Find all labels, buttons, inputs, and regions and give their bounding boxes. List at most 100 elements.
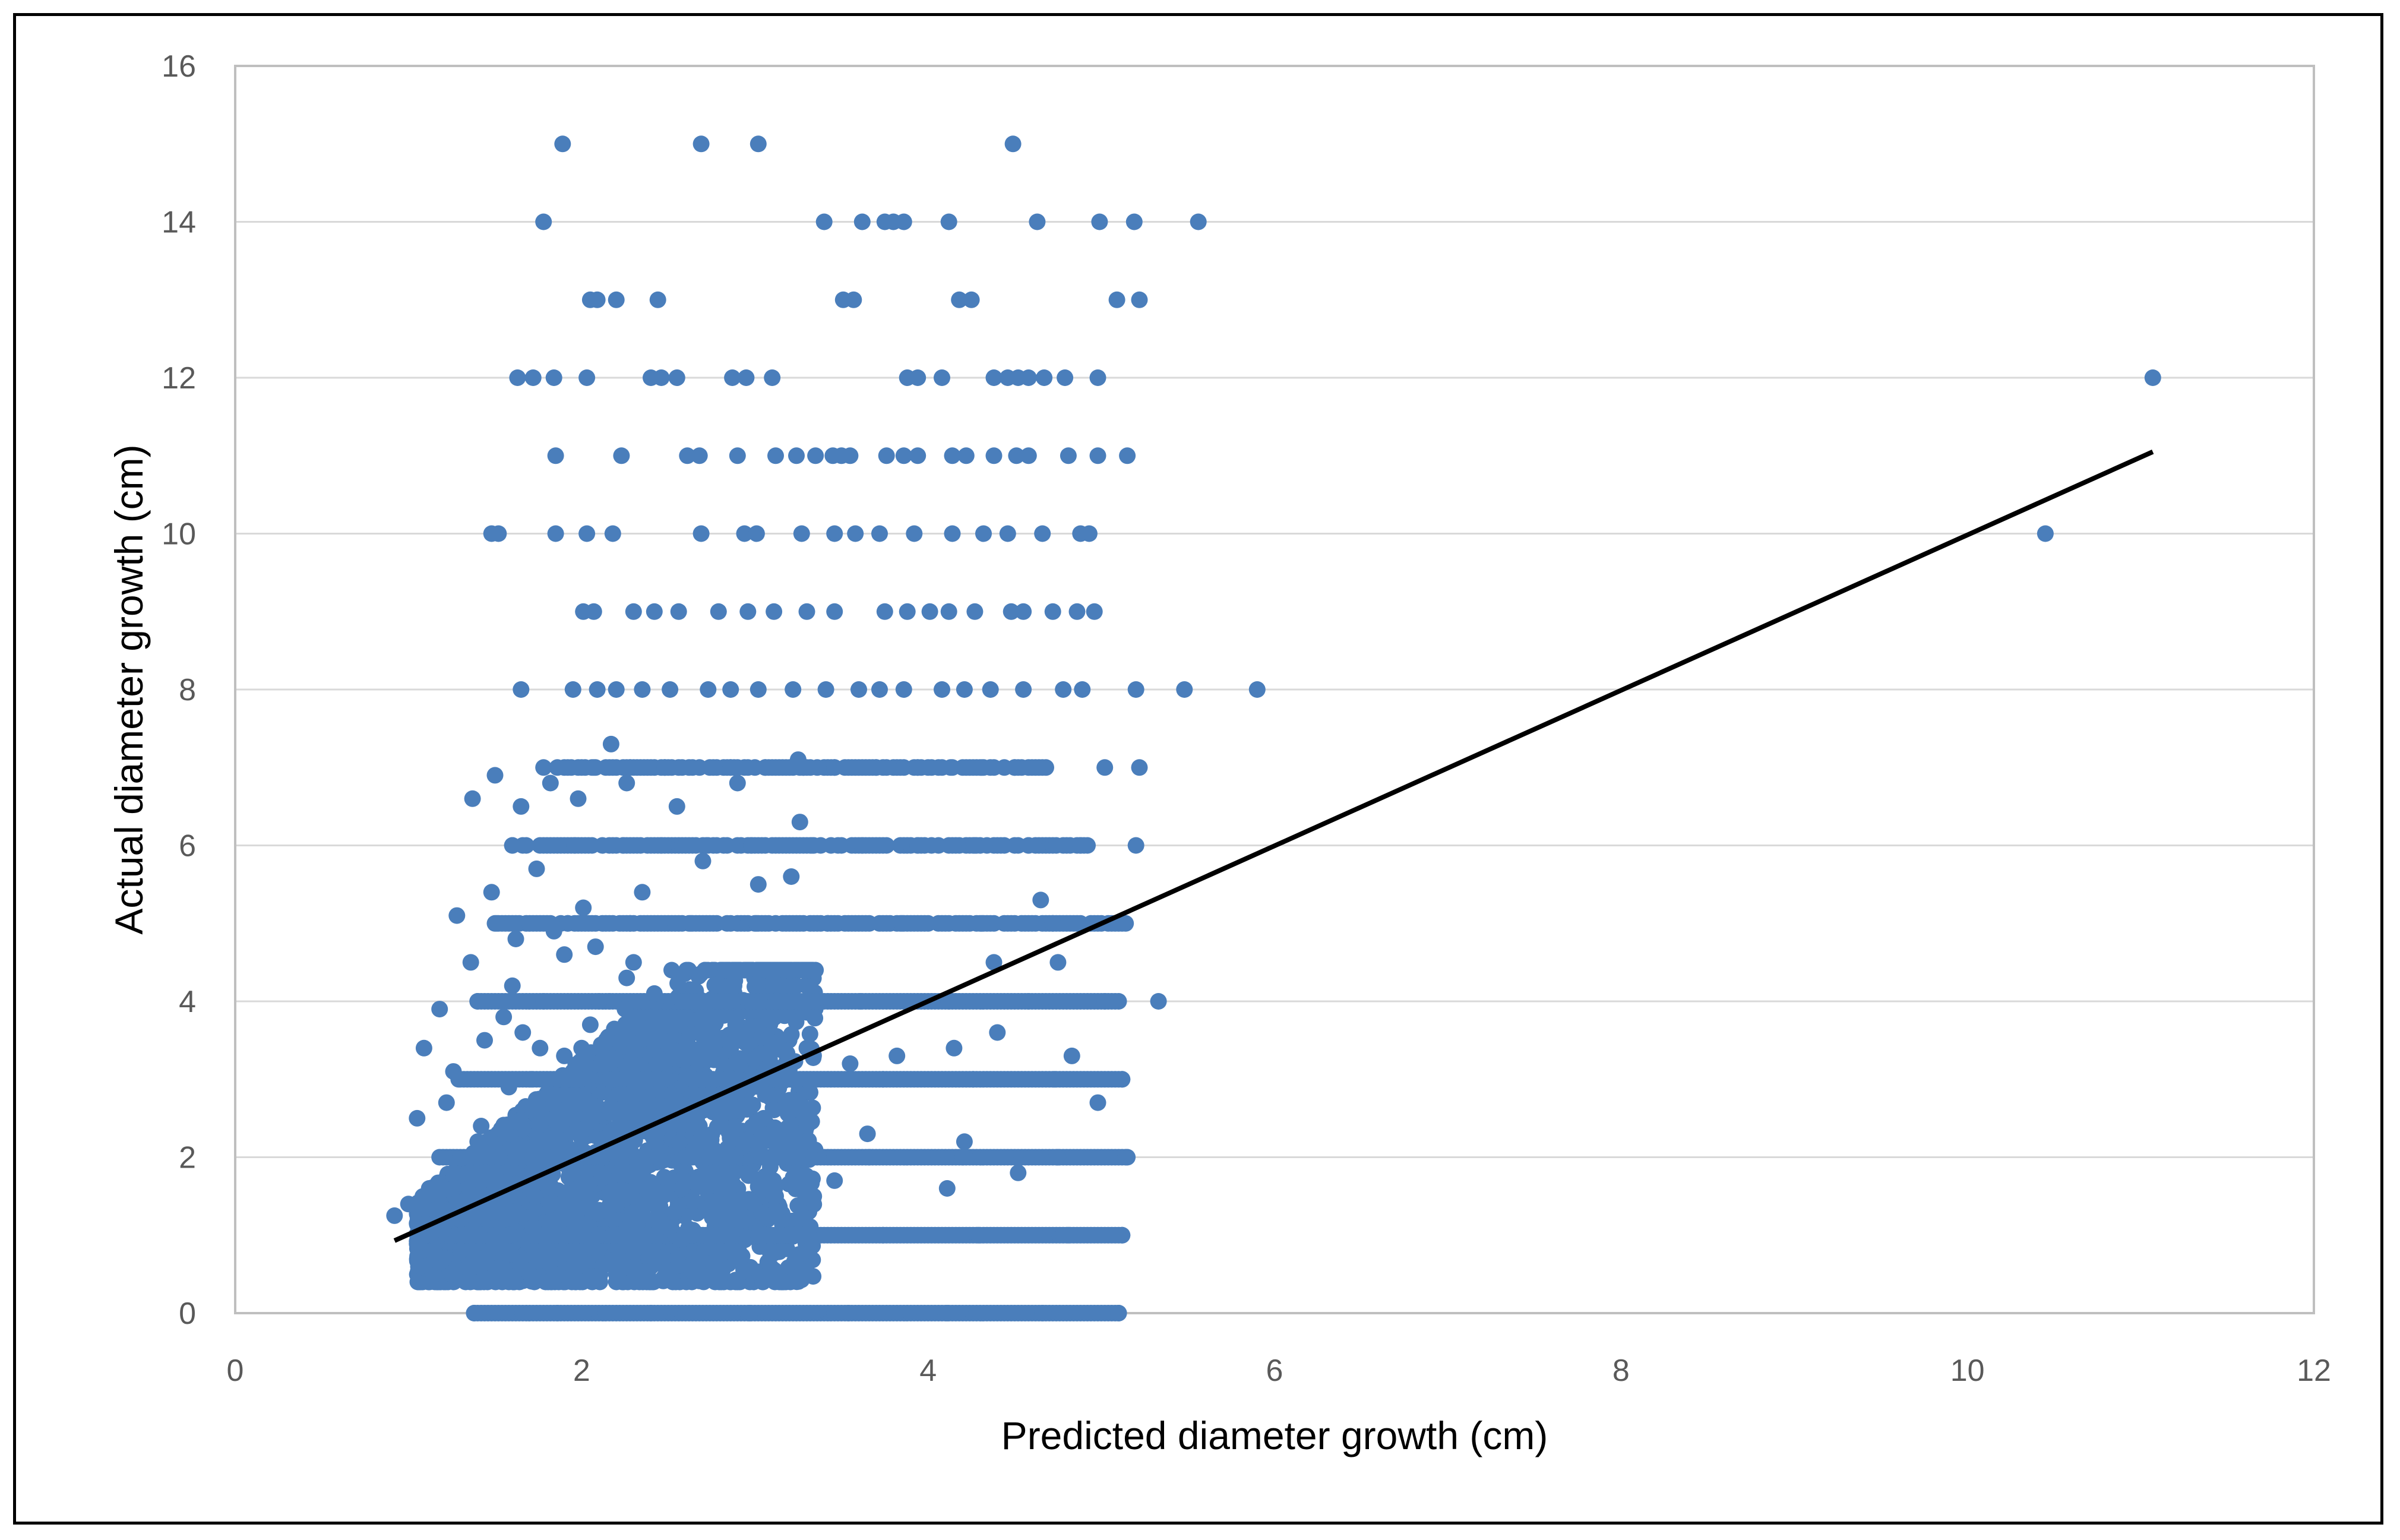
- data-point-94: [739, 603, 757, 620]
- data-point: [483, 1198, 500, 1215]
- data-point-96: [798, 603, 815, 620]
- data-point-151: [653, 837, 670, 854]
- data-point-205: [970, 1226, 987, 1244]
- trendline: [393, 450, 2154, 1243]
- data-point-241: [663, 962, 680, 979]
- data-point-42: [1036, 369, 1053, 386]
- data-point-59: [909, 447, 927, 464]
- data-point-80: [906, 525, 923, 542]
- x-tick-label: 4: [919, 1354, 937, 1388]
- data-point-268: [1010, 1164, 1027, 1181]
- data-point-157: [966, 837, 984, 854]
- data-point-161: [488, 915, 505, 932]
- data-point-129: [1176, 681, 1193, 698]
- data-point-309: [673, 1180, 691, 1197]
- data-point-308: [663, 1086, 680, 1103]
- data-point-123: [956, 681, 973, 698]
- data-point-227: [448, 907, 466, 924]
- data-point-130: [1248, 681, 1266, 698]
- data-point-146: [1096, 759, 1114, 776]
- data-point-232: [694, 852, 712, 869]
- data-point-219: [542, 774, 559, 792]
- data-point-279: [789, 1211, 807, 1228]
- data-point: [771, 1243, 788, 1260]
- data-point-233: [750, 876, 767, 893]
- data-point: [431, 1202, 448, 1219]
- data-point-250: [651, 1032, 668, 1049]
- data-point: [678, 962, 695, 979]
- chart-frame: [13, 13, 2383, 1525]
- data-point: [652, 1198, 669, 1215]
- data-point-265: [798, 1118, 815, 1134]
- data-point-246: [415, 1039, 432, 1057]
- data-point: [738, 1192, 755, 1209]
- x-tick-label: 2: [573, 1354, 590, 1388]
- data-point-136: [722, 759, 739, 776]
- data-point-10: [940, 213, 957, 230]
- data-point-48: [679, 447, 696, 464]
- data-point-321: [514, 1024, 532, 1041]
- data-point-223: [668, 798, 685, 815]
- data-point-230: [575, 899, 592, 916]
- data-point-180: [1150, 993, 1167, 1010]
- data-point-239: [556, 946, 573, 963]
- data-point-320: [500, 1079, 517, 1096]
- data-point-46: [547, 447, 564, 464]
- data-point: [589, 1204, 606, 1222]
- data-point-198: [1119, 1149, 1136, 1166]
- data-point: [595, 1084, 612, 1101]
- data-point-305: [634, 1156, 651, 1174]
- data-point-22: [963, 291, 980, 308]
- data-point-206: [1060, 1226, 1077, 1244]
- data-point-222: [618, 774, 635, 792]
- data-point-92: [670, 603, 687, 620]
- data-point-103: [1003, 603, 1020, 620]
- data-point-25: [509, 369, 526, 386]
- data-point-149: [566, 837, 583, 854]
- data-point: [697, 962, 714, 979]
- data-point-6: [853, 213, 871, 230]
- data-point-164: [682, 915, 700, 932]
- data-point-249: [556, 1047, 573, 1064]
- data-point-134: [656, 759, 673, 776]
- y-tick-label: 6: [179, 829, 196, 864]
- data-point-171: [469, 993, 486, 1010]
- data-point-142: [942, 759, 959, 776]
- data-point-81: [944, 525, 961, 542]
- data-point: [744, 1118, 761, 1135]
- data-point-33: [738, 369, 755, 386]
- data-point-275: [564, 1164, 581, 1181]
- data-point: [638, 1098, 655, 1114]
- data-point: [770, 1033, 787, 1051]
- data-point-52: [788, 447, 805, 464]
- data-point-111: [608, 681, 625, 698]
- data-point-304: [622, 1055, 638, 1072]
- data-point: [618, 1019, 635, 1036]
- data-point-322: [524, 1219, 542, 1236]
- data-point-63: [1008, 447, 1025, 464]
- data-point-9: [895, 213, 912, 230]
- data-point-107: [1086, 603, 1103, 620]
- data-point-220: [570, 790, 587, 807]
- data-point-342: [616, 1001, 634, 1018]
- data-point: [425, 1240, 442, 1257]
- data-point-319: [473, 1118, 490, 1134]
- data-point-259: [438, 1094, 455, 1111]
- data-point-240: [618, 969, 635, 986]
- data-point-115: [722, 681, 739, 698]
- data-point-190: [431, 1149, 448, 1166]
- data-point-294: [539, 1133, 555, 1150]
- data-point: [546, 1212, 563, 1229]
- data-point-41: [1020, 369, 1037, 386]
- data-point: [766, 1119, 783, 1136]
- data-point: [746, 1051, 763, 1068]
- data-point: [685, 1193, 702, 1210]
- data-point-141: [909, 759, 927, 776]
- data-point-307: [651, 1219, 668, 1236]
- data-point-217: [486, 767, 504, 784]
- data-point-78: [847, 525, 864, 542]
- data-point-20: [845, 291, 862, 308]
- data-point-143: [973, 759, 991, 776]
- data-point-125: [1015, 681, 1032, 698]
- data-point-126: [1055, 681, 1072, 698]
